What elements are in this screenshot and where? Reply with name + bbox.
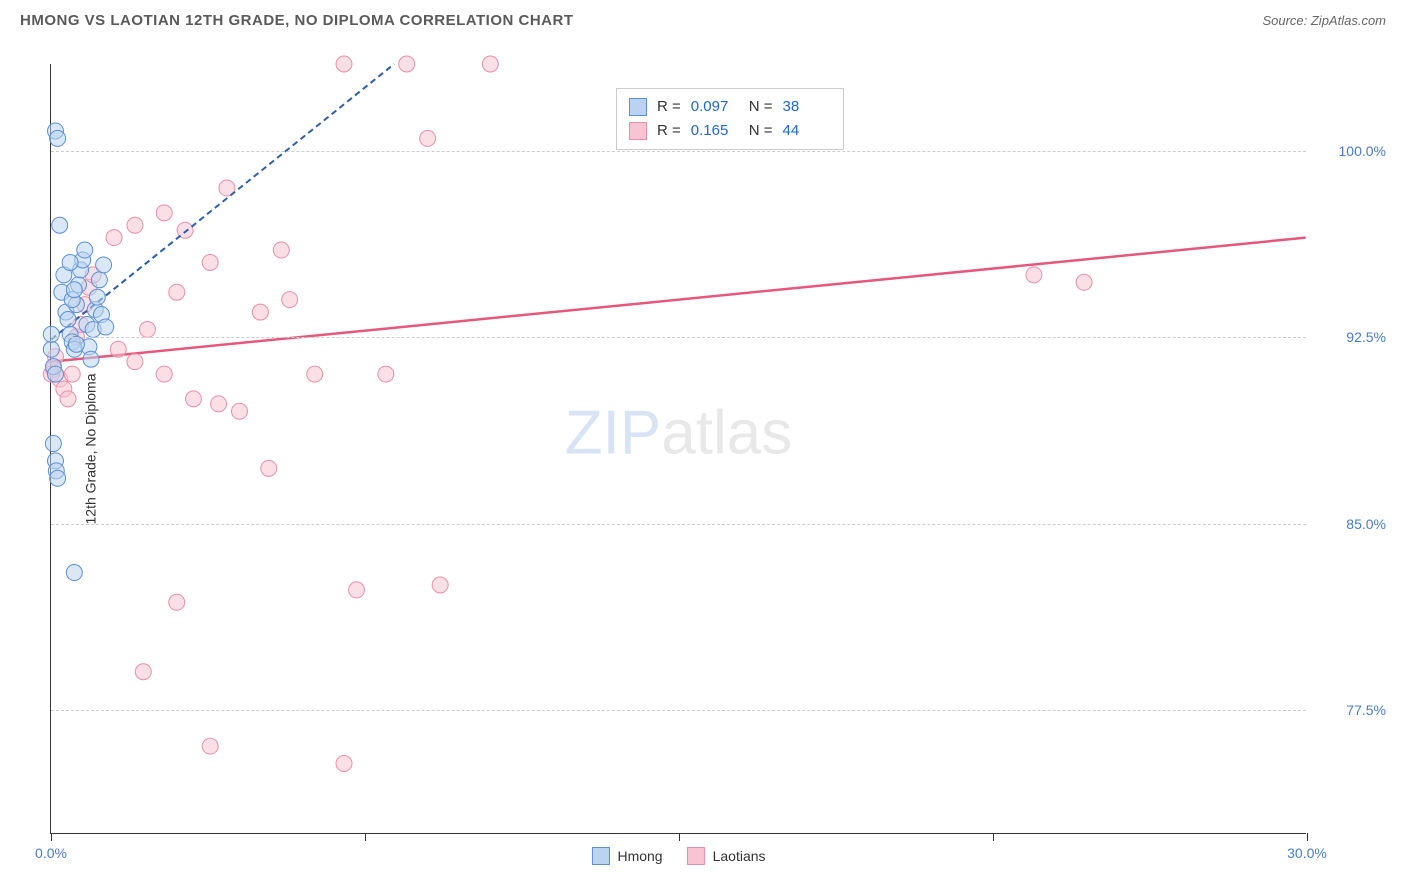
chart-title: HMONG VS LAOTIAN 12TH GRADE, NO DIPLOMA … (20, 12, 574, 29)
stats-row-laotians: R = 0.165 N = 44 (629, 119, 831, 143)
trend-line-laotians (51, 238, 1305, 362)
marker-laotians (399, 56, 415, 72)
swatch-hmong (591, 847, 609, 865)
x-tick (365, 833, 366, 841)
swatch-laotians (629, 122, 647, 140)
legend-bottom: Hmong Laotians (591, 847, 765, 865)
marker-laotians (349, 582, 365, 598)
marker-hmong (43, 341, 59, 357)
x-tick (993, 833, 994, 841)
legend-label: Hmong (617, 848, 662, 864)
marker-laotians (64, 366, 80, 382)
stat-n-val: 44 (783, 119, 831, 143)
stats-row-hmong: R = 0.097 N = 38 (629, 95, 831, 119)
plot-area: 12th Grade, No Diploma ZIPatlas R = 0.09… (50, 64, 1306, 834)
stat-r-val: 0.165 (691, 119, 739, 143)
marker-laotians (1026, 267, 1042, 283)
marker-laotians (185, 391, 201, 407)
marker-hmong (48, 366, 64, 382)
marker-laotians (110, 341, 126, 357)
marker-laotians (106, 230, 122, 246)
marker-hmong (50, 470, 66, 486)
marker-laotians (139, 321, 155, 337)
marker-laotians (378, 366, 394, 382)
stat-n-val: 38 (783, 95, 831, 119)
x-tick (51, 833, 52, 841)
marker-hmong (52, 217, 68, 233)
y-tick-label: 77.5% (1316, 702, 1386, 718)
marker-laotians (169, 284, 185, 300)
marker-laotians (307, 366, 323, 382)
marker-laotians (135, 664, 151, 680)
chart-container: 12th Grade, No Diploma ZIPatlas R = 0.09… (50, 48, 1390, 838)
stat-r-val: 0.097 (691, 95, 739, 119)
marker-laotians (261, 460, 277, 476)
marker-laotians (156, 205, 172, 221)
marker-hmong (96, 257, 112, 273)
gridline (51, 337, 1306, 338)
marker-laotians (252, 304, 268, 320)
y-tick-label: 100.0% (1316, 143, 1386, 159)
marker-laotians (169, 594, 185, 610)
marker-laotians (127, 354, 143, 370)
marker-laotians (482, 56, 498, 72)
gridline (51, 151, 1306, 152)
gridline (51, 710, 1306, 711)
marker-hmong (89, 289, 105, 305)
marker-laotians (231, 403, 247, 419)
legend-item-laotians: Laotians (687, 847, 766, 865)
marker-laotians (432, 577, 448, 593)
marker-hmong (91, 272, 107, 288)
marker-laotians (420, 130, 436, 146)
stats-box: R = 0.097 N = 38 R = 0.165 N = 44 (616, 88, 844, 150)
marker-laotians (202, 738, 218, 754)
x-tick-label: 30.0% (1287, 845, 1327, 861)
x-tick (1307, 833, 1308, 841)
marker-hmong (60, 312, 76, 328)
marker-laotians (127, 217, 143, 233)
marker-hmong (98, 319, 114, 335)
marker-hmong (83, 351, 99, 367)
marker-laotians (1076, 274, 1092, 290)
marker-laotians (336, 56, 352, 72)
marker-laotians (336, 756, 352, 772)
marker-laotians (156, 366, 172, 382)
marker-hmong (62, 254, 78, 270)
stat-r-label: R = (657, 119, 681, 143)
stat-r-label: R = (657, 95, 681, 119)
swatch-hmong (629, 98, 647, 116)
stat-n-label: N = (749, 95, 773, 119)
header: HMONG VS LAOTIAN 12TH GRADE, NO DIPLOMA … (0, 0, 1406, 37)
stat-n-label: N = (749, 119, 773, 143)
plot-svg (51, 64, 1306, 833)
marker-hmong (43, 326, 59, 342)
gridline (51, 524, 1306, 525)
marker-hmong (77, 242, 93, 258)
legend-item-hmong: Hmong (591, 847, 662, 865)
x-tick-label: 0.0% (35, 845, 67, 861)
marker-hmong (68, 336, 84, 352)
swatch-laotians (687, 847, 705, 865)
marker-hmong (45, 436, 61, 452)
marker-laotians (202, 254, 218, 270)
y-tick-label: 92.5% (1316, 329, 1386, 345)
marker-laotians (60, 391, 76, 407)
marker-laotians (211, 396, 227, 412)
x-tick (679, 833, 680, 841)
marker-hmong (66, 282, 82, 298)
marker-hmong (50, 130, 66, 146)
marker-laotians (273, 242, 289, 258)
marker-laotians (282, 292, 298, 308)
legend-label: Laotians (713, 848, 766, 864)
source-label: Source: ZipAtlas.com (1262, 13, 1386, 28)
marker-hmong (66, 565, 82, 581)
y-tick-label: 85.0% (1316, 516, 1386, 532)
